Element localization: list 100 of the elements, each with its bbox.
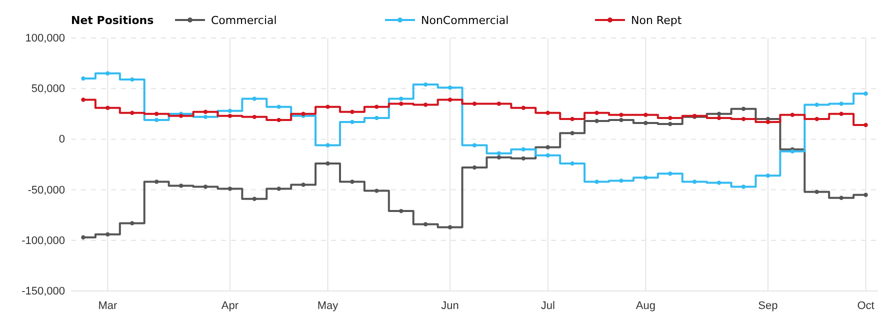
point bbox=[864, 192, 868, 197]
point bbox=[692, 180, 697, 184]
point bbox=[350, 120, 354, 124]
point bbox=[423, 102, 428, 107]
point bbox=[374, 188, 379, 193]
point bbox=[130, 221, 134, 226]
x-tick-label: Mar bbox=[98, 300, 118, 312]
y-tick-label: -50,000 bbox=[28, 184, 65, 196]
point bbox=[326, 161, 330, 166]
point bbox=[448, 98, 452, 102]
point bbox=[741, 106, 746, 111]
x-tick-label: Oct bbox=[857, 300, 874, 312]
point bbox=[399, 102, 404, 106]
point bbox=[178, 114, 184, 118]
point bbox=[839, 102, 844, 106]
point bbox=[546, 145, 550, 150]
point bbox=[716, 116, 722, 120]
point bbox=[154, 112, 159, 116]
x-tick-label: Apr bbox=[221, 300, 239, 312]
point bbox=[154, 118, 159, 122]
point bbox=[619, 118, 624, 122]
point bbox=[546, 110, 550, 115]
point bbox=[814, 190, 819, 194]
point bbox=[106, 106, 110, 110]
point bbox=[81, 98, 86, 102]
point bbox=[276, 118, 281, 122]
point bbox=[228, 186, 232, 191]
point bbox=[644, 176, 648, 180]
point bbox=[252, 96, 257, 101]
point bbox=[619, 178, 624, 183]
point bbox=[814, 102, 819, 107]
point bbox=[716, 112, 722, 116]
y-tick-label: -100,000 bbox=[22, 234, 65, 247]
legend-label: Non Rept bbox=[631, 14, 682, 27]
point bbox=[496, 102, 502, 106]
point bbox=[228, 108, 232, 113]
point bbox=[276, 186, 281, 191]
point bbox=[203, 184, 208, 189]
chart-title: Net Positions bbox=[71, 14, 154, 27]
point bbox=[81, 76, 86, 81]
point bbox=[644, 120, 648, 126]
point bbox=[350, 110, 354, 114]
point bbox=[448, 85, 452, 90]
x-tick-label: May bbox=[317, 300, 339, 312]
point bbox=[570, 131, 574, 136]
point bbox=[472, 102, 477, 106]
point bbox=[619, 112, 624, 118]
point bbox=[741, 116, 746, 122]
point bbox=[644, 112, 648, 118]
point bbox=[203, 114, 208, 120]
x-tick-label: Sep bbox=[758, 300, 778, 312]
point bbox=[668, 172, 672, 176]
point bbox=[496, 151, 502, 156]
point bbox=[570, 116, 574, 122]
legend-label: Commercial bbox=[211, 14, 277, 27]
point bbox=[203, 110, 208, 114]
point bbox=[423, 82, 428, 87]
point bbox=[839, 112, 844, 116]
point bbox=[130, 77, 134, 82]
point bbox=[81, 235, 86, 240]
point bbox=[350, 180, 354, 184]
point bbox=[448, 225, 452, 230]
y-tick-label: -150,000 bbox=[22, 286, 65, 298]
y-tick-label: 50,000 bbox=[31, 83, 65, 96]
point bbox=[521, 147, 526, 152]
point bbox=[399, 96, 404, 101]
point bbox=[326, 104, 330, 109]
point bbox=[766, 174, 770, 178]
point bbox=[423, 222, 428, 226]
x-tick-label: Jul bbox=[540, 300, 555, 312]
point bbox=[790, 112, 795, 118]
point bbox=[594, 110, 599, 115]
point bbox=[864, 92, 868, 96]
point bbox=[178, 184, 184, 188]
point bbox=[668, 116, 672, 120]
point bbox=[668, 122, 672, 126]
point bbox=[741, 184, 746, 189]
point bbox=[864, 122, 868, 128]
point bbox=[374, 104, 379, 109]
point bbox=[228, 114, 232, 118]
y-tick-label: 100,000 bbox=[25, 32, 65, 45]
x-tick-label: Aug bbox=[636, 300, 656, 312]
x-tick-label: Jun bbox=[441, 300, 459, 312]
point bbox=[374, 116, 379, 120]
point bbox=[594, 118, 599, 124]
point bbox=[496, 155, 502, 160]
point bbox=[301, 182, 306, 187]
point bbox=[814, 116, 819, 122]
point bbox=[570, 161, 574, 166]
y-tick-label: 0 bbox=[58, 134, 65, 146]
point bbox=[521, 156, 526, 161]
point bbox=[546, 153, 550, 158]
point bbox=[521, 106, 526, 110]
point bbox=[594, 180, 599, 184]
point bbox=[839, 196, 844, 200]
point bbox=[130, 110, 134, 115]
point bbox=[252, 196, 257, 202]
point bbox=[766, 120, 770, 124]
point bbox=[276, 104, 281, 109]
point bbox=[154, 180, 159, 184]
